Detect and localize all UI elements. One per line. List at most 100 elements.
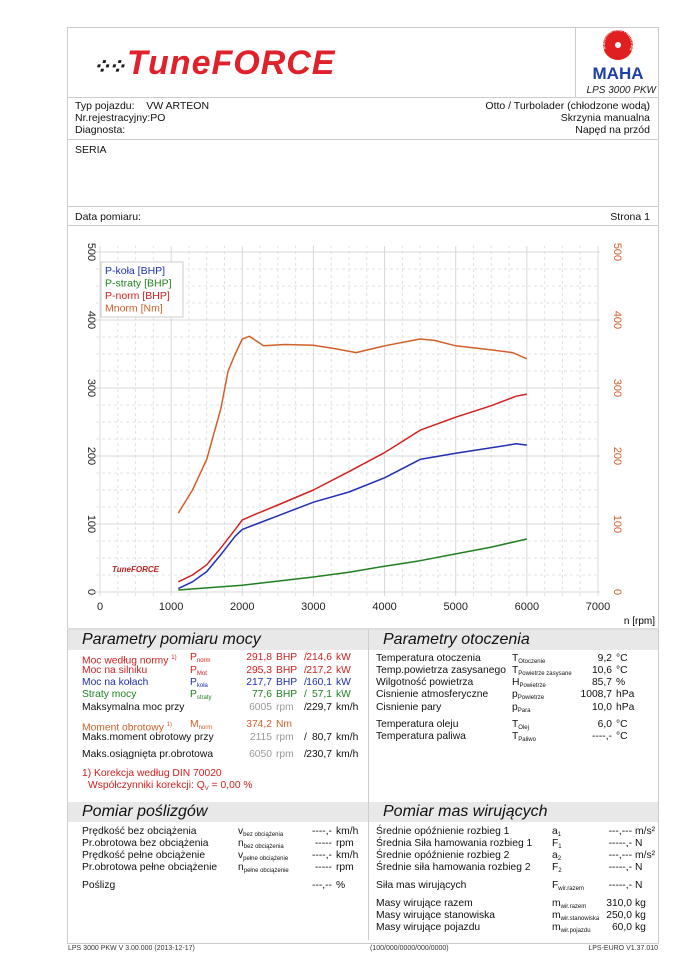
slip-section-title: Pomiar poślizgów: [68, 802, 368, 822]
x-tick-label: 5000: [443, 601, 467, 613]
x-tick-label: 0: [97, 601, 103, 613]
param-symbol: pPara: [512, 702, 531, 714]
param-unit-2: kW: [336, 652, 351, 663]
x-tick-label: 7000: [586, 601, 610, 613]
param-symbol: PMot: [190, 665, 207, 677]
param-symbol: vbez obciążenia: [238, 826, 284, 838]
param-symbol: TOlej: [512, 719, 529, 731]
param-label: Poślizg: [82, 880, 116, 891]
param-value: -----,-: [608, 862, 632, 873]
param-unit: hPa: [616, 689, 635, 700]
param-unit: °C: [616, 653, 628, 664]
diag-label: Diagnosta:: [75, 124, 126, 136]
param-symbol: nbez obciążenia: [238, 838, 284, 850]
param-unit: N: [635, 862, 643, 873]
param-value-2: 160,1: [306, 677, 332, 688]
y-tick-label-left: 0: [85, 589, 97, 595]
param-value-1: 2115: [249, 732, 272, 743]
y-tick-label-left: 300: [85, 379, 97, 397]
param-separator: /: [304, 677, 307, 688]
param-label: Prędkość bez obciążenia: [82, 826, 197, 837]
report-frame: [67, 27, 659, 944]
param-unit-1: rpm: [276, 702, 294, 713]
series-line-0: [177, 443, 527, 590]
mass-section-title: Pomiar mas wirujących: [369, 802, 658, 822]
param-unit: %: [336, 880, 346, 891]
param-separator: /: [304, 652, 307, 663]
page-number: Strona 1: [610, 211, 650, 223]
vehicle-type-value: VW ARTEON: [146, 100, 210, 112]
y-tick-label-right: 500: [611, 243, 623, 261]
ambient-section-title: Parametry otoczenia: [369, 630, 658, 650]
param-value: 10,0: [591, 702, 612, 713]
param-unit: kg: [635, 922, 646, 933]
param-symbol: Pstraty: [190, 689, 212, 701]
param-symbol: pPowietrze: [512, 689, 545, 701]
param-label: Siła mas wirujących: [376, 880, 467, 891]
param-symbol: Pkoła: [190, 677, 208, 689]
param-unit-2: kW: [336, 665, 351, 676]
param-unit: %: [616, 677, 626, 688]
param-value-2: 230,7: [306, 749, 332, 760]
section-divider: [368, 630, 369, 940]
y-tick-label-left: 500: [85, 243, 97, 261]
param-label: Średnia Siła hamowania rozbieg 1: [376, 838, 533, 849]
param-value: 10,6: [591, 665, 612, 676]
param-unit: km/h: [336, 826, 359, 837]
param-unit-2: km/h: [336, 702, 359, 713]
param-symbol: Pnorm: [190, 652, 211, 664]
engine-type: Otto / Turbolader (chłodzone wodą): [485, 100, 650, 112]
param-value: ---,---: [608, 826, 632, 837]
param-value-2: 217,2: [306, 665, 332, 676]
x-tick-label: 1000: [159, 601, 183, 613]
param-unit-1: Nm: [276, 719, 293, 730]
param-label: Masy wirujące pojazdu: [376, 922, 481, 933]
legend-entry: P-norm [BHP]: [105, 290, 170, 302]
param-value-1: 77,6: [251, 689, 272, 700]
param-label: Maksymalna moc przy: [82, 702, 185, 713]
param-label: Maks.osiągnięta pr.obrotowa: [82, 749, 214, 760]
series-label: SERIA: [75, 144, 107, 156]
param-value: -----: [314, 838, 332, 849]
y-tick-label-right: 300: [611, 379, 623, 397]
param-label: Cisnienie atmosferyczne: [376, 689, 489, 700]
param-label: Pr.obrotowa bez obciążenia: [82, 838, 209, 849]
param-separator: /: [304, 749, 307, 760]
param-unit-2: km/h: [336, 749, 359, 760]
correction-note: 1) Korekcja według DIN 70020: [82, 768, 222, 779]
param-unit-2: km/h: [336, 732, 359, 743]
param-unit-1: rpm: [276, 732, 294, 743]
param-value: ---,--: [311, 880, 332, 891]
param-unit-2: kW: [336, 689, 351, 700]
param-value-1: 217,7: [246, 677, 272, 688]
series-line-1: [178, 538, 528, 591]
param-value-1: 291,8: [246, 652, 272, 663]
param-value: ----,-: [591, 731, 612, 742]
y-tick-label-right: 200: [611, 447, 623, 465]
param-label: Temperatura otoczenia: [376, 653, 481, 664]
footer-code: (100/000/0000/000/0000): [370, 945, 449, 952]
param-value-2: 214,6: [306, 652, 332, 663]
footer-euro: LPS-EURO V1.37.010: [588, 945, 658, 952]
param-unit: hPa: [616, 702, 635, 713]
param-label: Straty mocy: [82, 689, 137, 700]
param-value-2: 80,7: [311, 732, 332, 743]
param-value-2: 57,1: [311, 689, 332, 700]
param-value: -----,-: [608, 880, 632, 891]
param-symbol: Fwir.razem: [552, 880, 584, 892]
param-symbol: vpełne obciążenie: [238, 850, 289, 862]
param-unit-1: BHP: [276, 689, 298, 700]
param-label: Pr.obrotowa pełne obciążenie: [82, 862, 218, 873]
y-tick-label-right: 0: [611, 589, 623, 595]
y-tick-label-left: 400: [85, 311, 97, 329]
maha-logo-text: MAHA: [593, 64, 644, 83]
param-label: Średnie opóźnienie rozbieg 2: [376, 850, 510, 861]
param-separator: /: [304, 665, 307, 676]
param-unit: km/h: [336, 850, 359, 861]
param-value: 6,0: [597, 719, 612, 730]
param-symbol: HPowietrze: [512, 677, 546, 689]
param-symbol: a1: [552, 826, 562, 838]
reg-label: Nr.rejestracyjny:PO: [75, 112, 166, 124]
param-value-1: 295,3: [246, 665, 272, 676]
param-label: Temperatura oleju: [376, 719, 459, 730]
